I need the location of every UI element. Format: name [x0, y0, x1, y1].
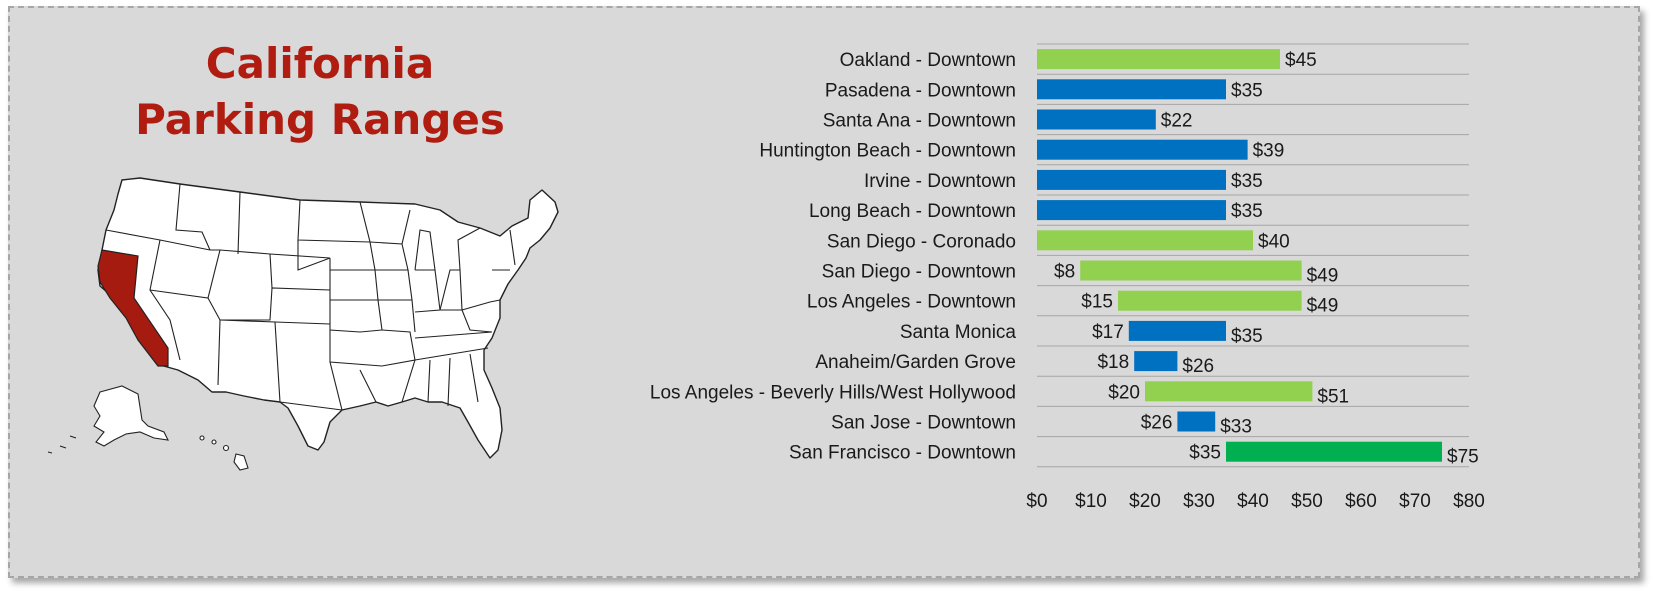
title-line-2: Parking Ranges: [135, 95, 505, 144]
title-line-1: California: [205, 39, 435, 88]
category-label: Santa Monica: [900, 322, 1017, 343]
range-bar: [1037, 139, 1248, 160]
high-value-label: $49: [1307, 266, 1339, 287]
x-tick-label: $50: [1291, 491, 1323, 512]
low-value-label: $26: [1141, 413, 1173, 434]
high-value-label: $35: [1231, 201, 1263, 222]
chart-title: California Parking Ranges: [100, 36, 540, 148]
high-value-label: $49: [1307, 296, 1339, 317]
range-bar: [1037, 230, 1253, 251]
category-label: Long Beach - Downtown: [809, 201, 1016, 222]
x-tick-label: $20: [1129, 491, 1161, 512]
high-value-label: $35: [1231, 80, 1263, 101]
category-label: Los Angeles - Downtown: [807, 292, 1016, 313]
range-bar: [1037, 79, 1226, 100]
low-value-label: $18: [1097, 352, 1129, 373]
state-borders: [105, 183, 516, 411]
low-value-label: $8: [1054, 262, 1075, 283]
range-bar: [1226, 441, 1442, 462]
category-label: Irvine - Downtown: [864, 171, 1016, 192]
x-tick-label: $30: [1183, 491, 1215, 512]
range-bar: [1118, 290, 1302, 311]
category-label: Huntington Beach - Downtown: [759, 141, 1016, 162]
high-value-label: $33: [1220, 417, 1252, 438]
high-value-label: $75: [1447, 447, 1479, 468]
category-label: Anaheim/Garden Grove: [815, 352, 1016, 373]
high-value-label: $26: [1182, 356, 1214, 377]
high-value-label: $35: [1231, 171, 1263, 192]
us-map-icon: [47, 177, 559, 471]
high-value-label: $51: [1317, 386, 1349, 407]
range-bar: [1037, 200, 1226, 221]
category-label: San Jose - Downtown: [831, 413, 1016, 434]
high-value-label: $40: [1258, 231, 1290, 252]
x-tick-label: $10: [1075, 491, 1107, 512]
high-value-label: $35: [1231, 326, 1263, 347]
range-bar: [1134, 351, 1178, 372]
high-value-label: $22: [1161, 111, 1193, 132]
x-tick-label: $80: [1453, 491, 1485, 512]
range-bar: [1037, 49, 1280, 70]
us-outline: [97, 177, 559, 459]
high-value-label: $45: [1285, 50, 1317, 71]
high-value-label: $39: [1253, 141, 1285, 162]
x-tick-label: $40: [1237, 491, 1269, 512]
range-bar: [1037, 109, 1156, 130]
category-label: San Diego - Downtown: [822, 262, 1016, 283]
range-bar: [1037, 169, 1226, 190]
category-label: Santa Ana - Downtown: [823, 111, 1016, 132]
low-value-label: $35: [1189, 443, 1221, 464]
category-label: Pasadena - Downtown: [825, 80, 1016, 101]
category-label: San Diego - Coronado: [827, 231, 1016, 252]
x-tick-label: $60: [1345, 491, 1377, 512]
low-value-label: $15: [1081, 292, 1113, 313]
category-label: San Francisco - Downtown: [789, 443, 1016, 464]
range-bar: [1128, 320, 1226, 341]
category-label: Oakland - Downtown: [840, 50, 1016, 71]
low-value-label: $20: [1108, 382, 1140, 403]
range-bar: [1177, 411, 1216, 432]
x-tick-label: $0: [1026, 491, 1047, 512]
x-tick-label: $70: [1399, 491, 1431, 512]
california-highlight: [97, 249, 169, 367]
range-bar: [1145, 381, 1313, 402]
range-bar: [1080, 260, 1302, 281]
category-label: Los Angeles - Beverly Hills/West Hollywo…: [650, 382, 1016, 403]
alaska-hawaii: [47, 385, 249, 471]
us-map-lower48: [97, 177, 559, 459]
low-value-label: $17: [1092, 322, 1124, 343]
